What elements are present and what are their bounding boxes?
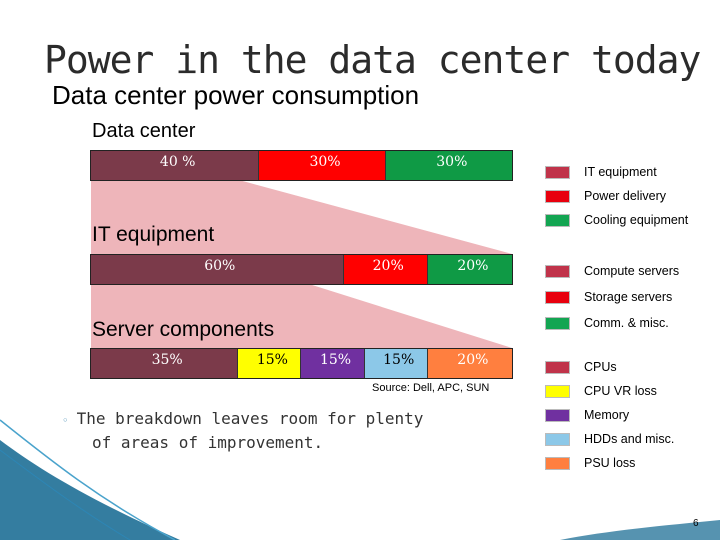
bar-it-equipment: 60% 20% 20%: [90, 254, 513, 285]
section-label-server-components: Server components: [92, 318, 275, 341]
legend-label: Cooling equipment: [584, 213, 689, 227]
legend-swatch: [545, 456, 570, 470]
legend-swatch: [545, 213, 570, 227]
legend-item: Compute servers: [545, 258, 679, 284]
bar-data-center: 40 % 30% 30%: [90, 150, 513, 181]
segment-compute-servers: 60%: [91, 255, 344, 284]
segment-power-delivery: 30%: [259, 151, 386, 180]
segment-label: 60%: [204, 258, 236, 274]
bar-server-components: 35% 15% 15% 15% 20%: [90, 348, 513, 379]
legend-data-center: IT equipment Power delivery Cooling equi…: [545, 160, 688, 232]
legend-item: Storage servers: [545, 284, 679, 310]
corner-decoration-right: [560, 520, 720, 540]
segment-cooling-equipment: 30%: [385, 151, 512, 180]
legend-swatch: [545, 316, 570, 330]
segment-label: 30%: [436, 154, 468, 170]
legend-label: PSU loss: [584, 456, 636, 470]
legend-swatch: [545, 432, 570, 446]
legend-item: PSU loss: [545, 451, 674, 475]
legend-swatch: [545, 408, 570, 422]
legend-label: CPU VR loss: [584, 384, 657, 398]
segment-label: 30%: [309, 154, 341, 170]
legend-swatch: [545, 384, 570, 398]
swoosh-line: [0, 449, 131, 540]
corner-decoration: [0, 419, 180, 540]
legend-swatch: [545, 290, 570, 304]
legend-label: Storage servers: [584, 290, 673, 304]
source-note: Source: Dell, APC, SUN: [372, 382, 490, 394]
legend-swatch: [545, 360, 570, 374]
swoosh-line: [0, 419, 176, 540]
slide-subtitle: Data center power consumption: [52, 80, 420, 110]
bullet-circle-icon: ◦: [62, 414, 69, 427]
legend-label: IT equipment: [584, 165, 657, 179]
segment-label: 35%: [151, 352, 183, 368]
legend-item: CPU VR loss: [545, 379, 674, 403]
legend-swatch: [545, 165, 570, 179]
legend-item: Memory: [545, 403, 674, 427]
legend-item: CPUs: [545, 355, 674, 379]
segment-hdds-misc: 15%: [364, 349, 428, 378]
legend-item: Comm. & misc.: [545, 310, 679, 336]
page-number: 6: [693, 518, 699, 529]
legend-server-components: CPUs CPU VR loss Memory HDDs and misc. P…: [545, 355, 674, 475]
legend-label: CPUs: [584, 360, 617, 374]
segment-label: 20%: [372, 258, 404, 274]
swoosh-shape: [560, 520, 720, 540]
segment-psu-loss: 20%: [427, 349, 512, 378]
funnel-it-to-server: [91, 284, 512, 348]
segment-cpus: 35%: [91, 349, 239, 378]
segment-label: 20%: [457, 258, 489, 274]
bullet-text: The breakdown leaves room for plenty: [76, 409, 424, 428]
slide-title: Power in the data center today: [44, 38, 701, 82]
legend-it-equipment: Compute servers Storage servers Comm. & …: [545, 258, 679, 336]
section-label-data-center: Data center: [92, 120, 196, 142]
segment-storage-servers: 20%: [343, 255, 428, 284]
segment-label: 20%: [457, 352, 489, 368]
funnel-dc-to-it: [91, 180, 512, 254]
legend-label: Compute servers: [584, 264, 680, 278]
segment-cpu-vr-loss: 15%: [238, 349, 302, 378]
segment-label: 15%: [256, 352, 288, 368]
segment-it-equipment: 40 %: [91, 151, 260, 180]
bullet-line-1: ◦ The breakdown leaves room for plenty: [62, 408, 423, 432]
swoosh-shape: [0, 440, 180, 540]
legend-label: Power delivery: [584, 189, 666, 203]
bullet-point: ◦ The breakdown leaves room for plenty of…: [62, 408, 423, 454]
segment-label: 15%: [319, 352, 352, 368]
legend-label: Comm. & misc.: [584, 316, 669, 330]
bullet-line-2: of areas of improvement.: [62, 432, 423, 454]
section-label-it-equipment: IT equipment: [92, 223, 215, 246]
legend-label: HDDs and misc.: [584, 432, 675, 446]
legend-swatch: [545, 264, 570, 278]
segment-comm-misc: 20%: [427, 255, 512, 284]
legend-item: Power delivery: [545, 184, 688, 208]
bullet-text: of areas of improvement.: [92, 433, 324, 452]
legend-label: Memory: [584, 408, 630, 422]
segment-label: 40 %: [159, 154, 196, 170]
legend-item: HDDs and misc.: [545, 427, 674, 451]
legend-item: IT equipment: [545, 160, 688, 184]
legend-item: Cooling equipment: [545, 208, 688, 232]
legend-swatch: [545, 189, 570, 203]
segment-memory: 15%: [301, 349, 365, 378]
segment-label: 15%: [383, 352, 415, 368]
